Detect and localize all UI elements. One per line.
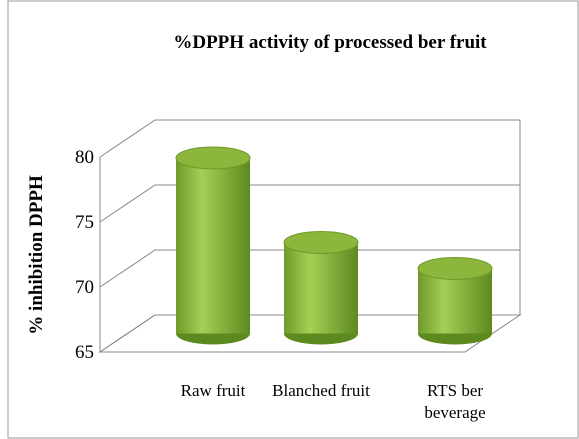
bar-top	[283, 231, 359, 254]
grid-line	[99, 314, 520, 353]
y-axis-label: % inhibition DPPH	[26, 175, 47, 335]
y-tick-label: 80	[75, 147, 94, 168]
bar-top	[417, 257, 493, 280]
y-tick-label: 75	[75, 212, 94, 233]
chart-title: %DPPH activity of processed ber fruit	[173, 32, 487, 53]
bar	[284, 242, 358, 334]
y-tick-label: 70	[75, 277, 94, 298]
grid-line	[99, 184, 520, 223]
chart-border	[7, 0, 579, 439]
x-tick-label: Raw fruit	[180, 381, 246, 400]
y-tick-label: 65	[75, 342, 94, 363]
x-tick-label: Blanched fruit	[272, 381, 370, 400]
bar-top	[175, 146, 251, 170]
grid-line	[99, 119, 520, 158]
x-tick-label: RTS ber beverage	[424, 381, 486, 422]
bar	[176, 158, 250, 334]
grid-line	[99, 249, 520, 288]
